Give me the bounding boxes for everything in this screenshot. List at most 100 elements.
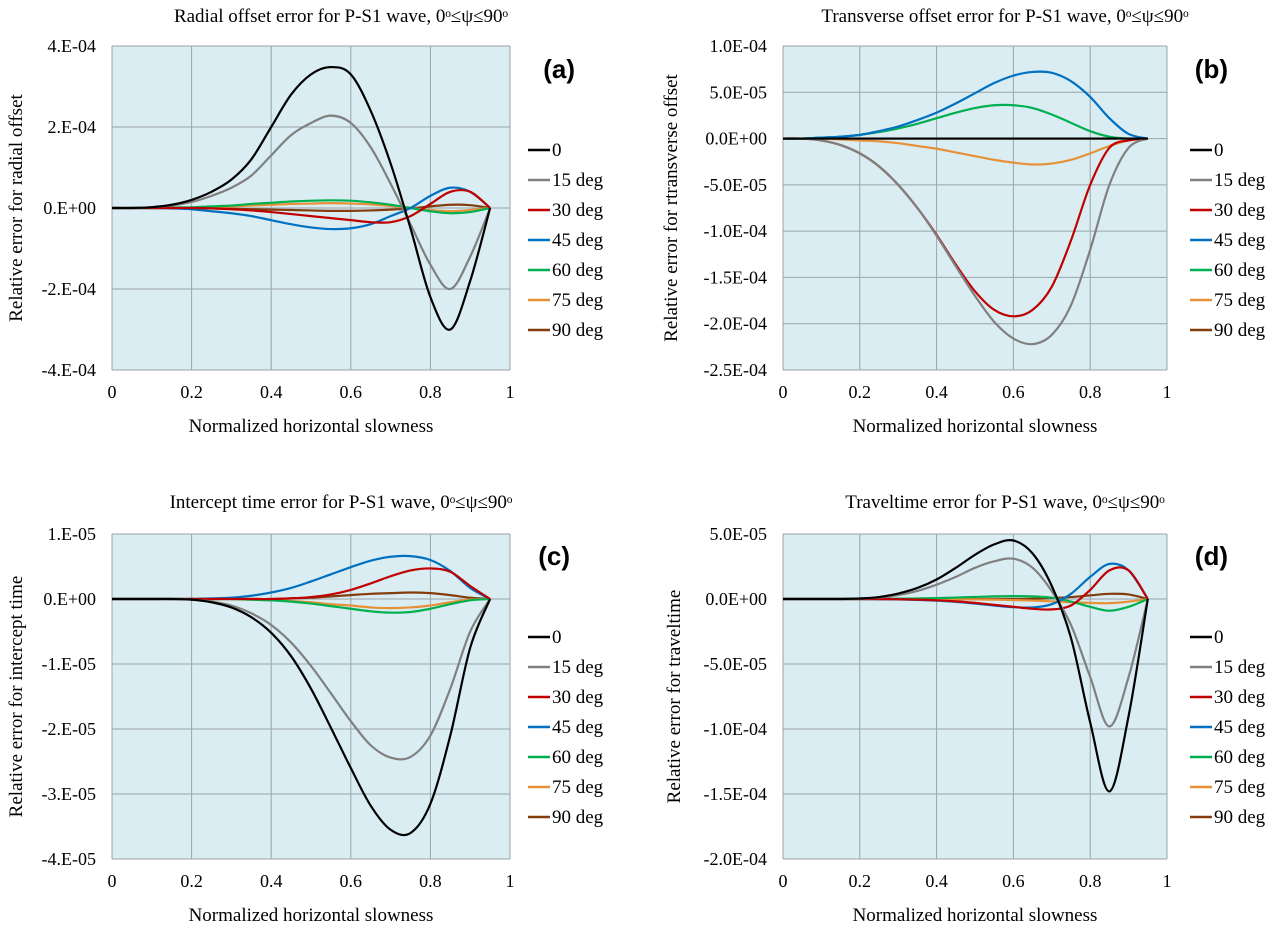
x-tick-label: 0.6 (1002, 871, 1025, 891)
series-line-15-deg (782, 137, 1149, 346)
series-group (783, 539, 1149, 793)
x-tick-label: 0.4 (260, 871, 283, 891)
x-tick-label: 0.2 (849, 871, 872, 891)
y-tick-label: -1.0E-04 (704, 719, 767, 739)
y-tick-label: 0.0E+00 (705, 129, 767, 149)
legend-label-15-deg: 15 deg (1214, 170, 1266, 191)
legend-label-75-deg: 75 deg (1214, 777, 1266, 798)
y-tick-label: -4.E-04 (42, 360, 96, 380)
series-group (111, 65, 492, 331)
y-tick-label: -1.0E-04 (704, 221, 767, 241)
legend-label-75-deg: 75 deg (552, 777, 604, 798)
legend-label-30-deg: 30 deg (1214, 687, 1266, 708)
legend: 0 15 deg 30 deg 45 deg 60 deg 75 deg 90 deg (1190, 140, 1266, 341)
panel-b: 0 0.2 0.4 0.6 0.8 1 1.0E-04 5.0E-05 0.0E+00 -5.0E… (661, 6, 1266, 437)
legend-label-60-deg: 60 deg (552, 260, 604, 281)
panel-tag: (b) (1195, 54, 1228, 84)
legend-label-60-deg: 60 deg (1214, 260, 1266, 281)
y-tick-label: -2.E-04 (42, 279, 96, 299)
x-tick-label: 0.6 (340, 871, 363, 891)
legend-label-90-deg: 90 deg (552, 807, 604, 828)
x-tick-label: 1 (1163, 871, 1172, 891)
legend-label-60-deg: 60 deg (1214, 747, 1266, 768)
x-tick-label: 0.8 (419, 382, 442, 402)
x-tick-label: 0.2 (180, 871, 203, 891)
x-axis-label: Normalized horizontal slowness (853, 416, 1098, 437)
legend-label-15-deg: 15 deg (552, 657, 604, 678)
y-tick-label: 1.E-05 (48, 524, 97, 544)
x-tick-label: 0 (779, 871, 788, 891)
x-tick-label: 0.8 (1079, 382, 1102, 402)
y-tick-label: 0.E+00 (43, 198, 96, 218)
y-tick-label: 0.0E+00 (705, 589, 767, 609)
legend-label-90-deg: 90 deg (552, 320, 604, 341)
legend-label-45-deg: 45 deg (552, 230, 604, 251)
y-tick-label: -5.0E-05 (704, 654, 767, 674)
y-tick-label: -3.E-05 (42, 784, 96, 804)
panel-a: 0 0.2 0.4 0.6 0.8 1 4.E-04 2.E-04 0.E+00 -2.E-04 -… (6, 6, 604, 437)
chart-title: Traveltime error for P-S1 wave, 0ᵒ≤ψ≤90ᵒ (845, 492, 1165, 513)
legend-label-75-deg: 75 deg (552, 290, 604, 311)
y-tick-label: 0.E+00 (43, 589, 96, 609)
panel-tag: (c) (538, 541, 570, 571)
plot-area (783, 46, 1167, 370)
legend: 0 15 deg 30 deg 45 deg 60 deg 75 deg 90 deg (528, 627, 604, 828)
legend-label-0: 0 (552, 627, 562, 648)
y-tick-label: -2.0E-04 (704, 314, 767, 334)
series-line-30-deg (111, 188, 491, 224)
y-tick-label: -2.0E-04 (704, 849, 767, 869)
y-tick-label: 2.E-04 (48, 117, 97, 137)
y-tick-label: -1.5E-04 (704, 784, 767, 804)
x-tick-label: 0.2 (849, 382, 872, 402)
y-axis-label: Relative error for radial offset (6, 94, 27, 322)
y-tick-label: -4.E-05 (42, 849, 96, 869)
x-tick-label: 0.2 (180, 382, 203, 402)
x-tick-label: 1 (1163, 382, 1172, 402)
y-axis-label: Relative error for intercept time (6, 576, 27, 818)
legend-label-30-deg: 30 deg (552, 687, 604, 708)
panel-c: 0 0.2 0.4 0.6 0.8 1 1.E-05 0.E+00 -1.E-05 -2.E-05… (6, 492, 604, 926)
legend: 0 15 deg 30 deg 45 deg 60 deg 75 deg 90 deg (1190, 627, 1266, 828)
plot-area (112, 534, 510, 859)
legend-label-45-deg: 45 deg (1214, 230, 1266, 251)
y-tick-label: 5.0E-05 (710, 82, 768, 102)
legend-label-30-deg: 30 deg (552, 200, 604, 221)
y-tick-label: -1.5E-04 (704, 267, 767, 287)
y-tick-label: 1.0E-04 (710, 36, 768, 56)
panel-tag: (d) (1195, 541, 1228, 571)
legend-label-15-deg: 15 deg (1214, 657, 1266, 678)
x-tick-label: 0.6 (1002, 382, 1025, 402)
series-group (782, 70, 1149, 346)
y-tick-label: -1.E-05 (42, 654, 96, 674)
x-tick-label: 0.4 (260, 382, 283, 402)
y-axis-label: Relative error for rtransverse offset (661, 73, 682, 341)
series-line-0 (783, 539, 1149, 793)
legend: 0 15 deg 30 deg 45 deg 60 deg 75 deg 90 deg (528, 140, 604, 341)
y-tick-label: 4.E-04 (48, 36, 97, 56)
legend-label-60-deg: 60 deg (552, 747, 604, 768)
legend-label-0: 0 (1214, 140, 1224, 161)
chart-title: Radial offset error for P-S1 wave, 0ᵒ≤ψ≤… (174, 6, 509, 27)
x-tick-label: 0 (108, 871, 117, 891)
series-line-0 (112, 597, 492, 837)
y-tick-label: -2.5E-04 (704, 360, 767, 380)
y-tick-label: 5.0E-05 (710, 524, 768, 544)
legend-label-45-deg: 45 deg (1214, 717, 1266, 738)
x-axis-label: Normalized horizontal slowness (189, 905, 434, 926)
y-tick-label: -2.E-05 (42, 719, 96, 739)
panel-d: 0 0.2 0.4 0.6 0.8 1 5.0E-05 0.0E+00 -5.0E-05 -1.0… (664, 492, 1266, 926)
legend-label-0: 0 (552, 140, 562, 161)
x-tick-label: 0.8 (419, 871, 442, 891)
legend-label-15-deg: 15 deg (552, 170, 604, 191)
series-line-45-deg (782, 70, 1149, 140)
legend-label-75-deg: 75 deg (1214, 290, 1266, 311)
x-tick-label: 0.6 (340, 382, 363, 402)
x-tick-label: 1 (506, 382, 515, 402)
legend-label-90-deg: 90 deg (1214, 807, 1266, 828)
legend-label-30-deg: 30 deg (1214, 200, 1266, 221)
series-line-0 (111, 65, 492, 331)
x-tick-label: 0 (108, 382, 117, 402)
x-axis-label: Normalized horizontal slowness (853, 905, 1098, 926)
x-tick-label: 0.4 (925, 871, 948, 891)
